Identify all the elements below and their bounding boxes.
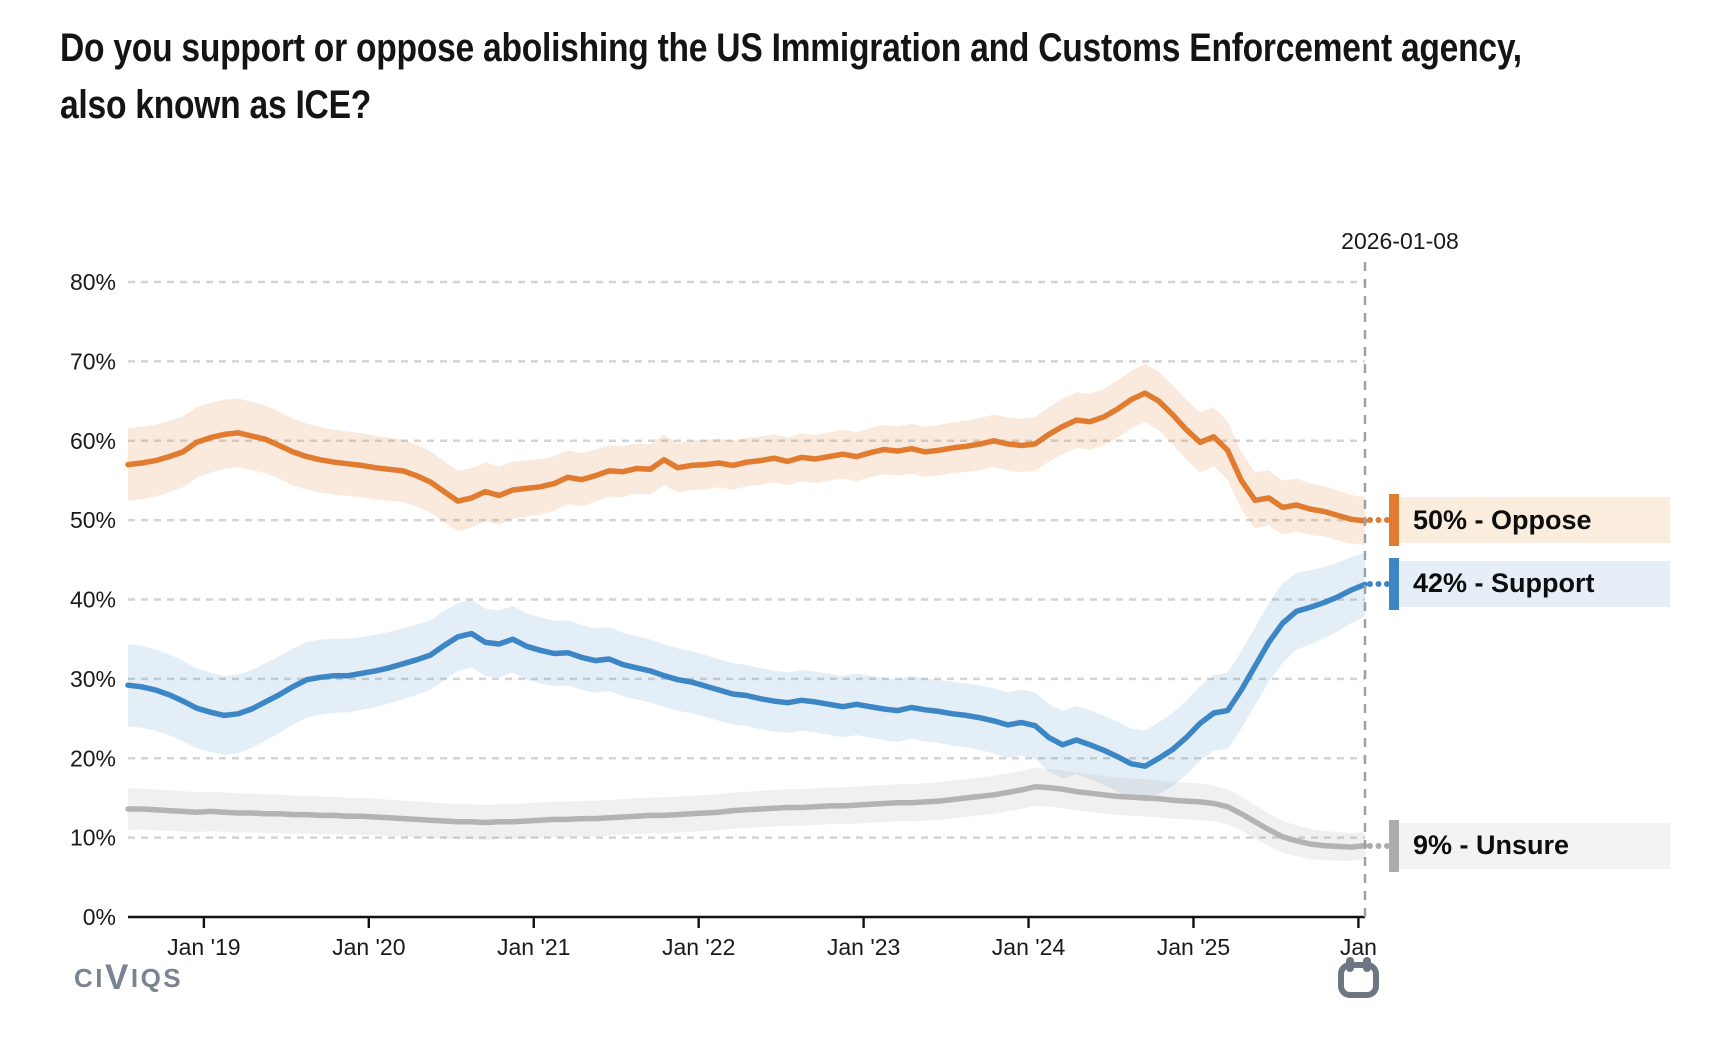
oppose-confidence-band — [128, 364, 1365, 545]
oppose-color-bar — [1389, 494, 1399, 547]
x-tick-label: Jan '21 — [497, 934, 570, 960]
y-tick-label-50: 50% — [70, 507, 116, 533]
x-tick-label: Jan — [1340, 934, 1377, 960]
oppose-dotted-connector — [1367, 517, 1390, 524]
chart-plot-area[interactable] — [128, 282, 1365, 917]
legend-entry-support: 42% - Support — [1389, 557, 1670, 610]
x-tick-label: Jan '22 — [662, 934, 735, 960]
cursor-date-label: 2026-01-08 — [1341, 228, 1459, 254]
y-tick-label-20: 20% — [70, 745, 116, 771]
page-title: Do you support or oppose abolishing the … — [60, 20, 1706, 134]
x-tick-label: Jan '20 — [332, 934, 405, 960]
y-tick-label-80: 80% — [70, 269, 116, 295]
x-tick-label: Jan '24 — [992, 934, 1066, 960]
legend-entry-oppose: 50% - Oppose — [1389, 494, 1670, 547]
legend-entry-unsure: 9% - Unsure — [1389, 819, 1670, 872]
oppose-trend-line — [125, 390, 1368, 524]
y-tick-label-30: 30% — [70, 666, 116, 692]
question-line-2: also known as ICE? — [60, 83, 372, 127]
y-tick-label-0: 0% — [83, 904, 116, 930]
calendar-icon — [1338, 957, 1379, 998]
x-tick-label: Jan '23 — [827, 934, 900, 960]
unsure-trend-line — [125, 784, 1368, 850]
y-tick-label-40: 40% — [70, 587, 116, 613]
support-color-bar — [1389, 557, 1399, 610]
question-line-1: Do you support or oppose abolishing the … — [60, 26, 1522, 70]
unsure-color-bar — [1389, 819, 1399, 872]
unsure-dotted-connector — [1367, 842, 1390, 849]
y-tick-label-10: 10% — [70, 825, 116, 851]
support-trend-line — [125, 581, 1368, 769]
x-tick-label: Jan '19 — [167, 934, 240, 960]
civiqs-logo[interactable]: CIVIQS — [74, 958, 184, 997]
support-dotted-connector — [1367, 580, 1390, 587]
oppose-value-label: 50% - Oppose — [1413, 504, 1592, 535]
y-tick-label-60: 60% — [70, 428, 116, 454]
unsure-value-label: 9% - Unsure — [1413, 830, 1570, 861]
x-tick-label: Jan '25 — [1157, 934, 1230, 960]
calendar-button[interactable] — [1337, 956, 1379, 1005]
support-value-label: 42% - Support — [1413, 568, 1595, 599]
y-tick-label-70: 70% — [70, 348, 116, 374]
